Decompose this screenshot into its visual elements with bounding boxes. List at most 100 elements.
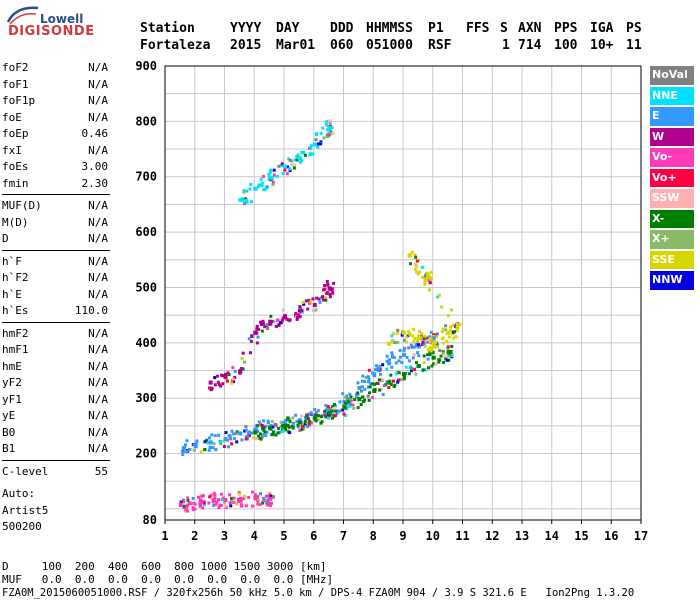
echo-point <box>263 325 267 329</box>
echo-point <box>208 440 213 445</box>
echo-point <box>191 496 195 500</box>
echo-point <box>216 380 220 384</box>
echo-point <box>253 493 257 497</box>
echo-point <box>232 432 236 436</box>
param-value: 2.30 <box>81 176 109 190</box>
echo-point <box>286 318 290 322</box>
echo-point <box>422 342 426 346</box>
echo-point <box>286 416 290 420</box>
echo-point <box>258 503 262 507</box>
echo-point <box>327 125 332 130</box>
echo-point <box>267 494 271 498</box>
echo-point <box>414 361 418 365</box>
echo-point <box>423 278 427 282</box>
param-value: N/A <box>88 376 108 389</box>
echo-point <box>223 437 228 442</box>
echo-point <box>182 500 186 504</box>
echo-point <box>451 323 455 327</box>
echo-point <box>357 386 362 391</box>
echo-point <box>427 366 431 370</box>
echo-point <box>331 413 335 417</box>
echo-point <box>319 421 323 425</box>
echo-point <box>229 496 233 500</box>
echo-point <box>331 290 335 294</box>
echo-point <box>200 494 204 498</box>
echo-point <box>217 383 221 387</box>
echo-point <box>265 430 269 434</box>
echo-point <box>262 433 266 437</box>
echo-point <box>316 142 320 146</box>
echo-point <box>416 336 421 341</box>
echo-point <box>258 432 262 436</box>
echo-point <box>427 288 431 292</box>
echo-point <box>325 135 329 139</box>
echo-point <box>346 400 350 404</box>
echo-point <box>320 420 324 424</box>
echo-point <box>366 385 370 389</box>
echo-point <box>281 430 285 434</box>
echo-point <box>210 433 214 437</box>
echo-point <box>317 297 321 301</box>
echo-point <box>426 357 430 361</box>
hdr-p1-label: P1 <box>428 21 444 36</box>
echo-point <box>318 300 322 304</box>
echo-point <box>215 374 219 378</box>
echo-point <box>297 313 301 317</box>
echo-point <box>411 356 415 360</box>
echo-point <box>277 164 281 168</box>
param-name: MUF(D) <box>2 199 42 212</box>
echo-point <box>336 409 340 413</box>
echo-point <box>414 255 418 259</box>
echo-point <box>429 276 433 280</box>
echo-point <box>412 367 416 371</box>
echo-point <box>199 499 204 504</box>
echo-point <box>268 319 273 324</box>
echo-point <box>186 499 190 503</box>
echo-point <box>283 314 287 319</box>
echo-point <box>349 395 353 399</box>
echo-point <box>302 302 306 306</box>
echo-point <box>307 422 311 426</box>
echo-point <box>193 444 198 449</box>
echo-point <box>271 425 275 429</box>
echo-point <box>217 506 221 510</box>
echo-point <box>434 362 438 366</box>
echo-point <box>183 443 187 447</box>
echo-point <box>416 339 420 343</box>
echo-point <box>327 131 331 135</box>
echo-point <box>208 436 212 440</box>
echo-point <box>245 200 249 204</box>
echo-point <box>243 429 247 433</box>
echo-point <box>228 501 232 505</box>
param-name: foEp <box>2 127 29 140</box>
echo-point <box>244 198 248 202</box>
echo-point <box>420 343 424 347</box>
hdr-ps-value: 11 <box>626 38 642 53</box>
echo-point <box>288 318 292 322</box>
echo-point <box>322 412 326 416</box>
echo-point <box>286 165 290 169</box>
param-name: B0 <box>2 425 16 439</box>
echo-point <box>259 320 263 324</box>
param-name: yF1 <box>2 392 22 406</box>
echo-point <box>325 120 329 124</box>
hdr-day-value: Mar01 <box>276 38 316 53</box>
echo-point <box>193 448 197 452</box>
echo-point <box>283 423 287 428</box>
echo-point <box>448 335 452 339</box>
echo-point <box>279 164 283 168</box>
echo-point <box>406 330 410 334</box>
x-tick-label: 7 <box>340 529 347 543</box>
echo-point <box>402 375 406 379</box>
echo-point <box>455 325 460 330</box>
echo-point <box>181 453 185 457</box>
echo-point <box>396 380 400 384</box>
echo-point <box>436 295 440 299</box>
echo-point <box>239 504 243 508</box>
hdr-p1-value: RSF <box>428 38 452 53</box>
echo-point <box>352 406 356 410</box>
echo-point <box>326 405 330 409</box>
echo-point <box>368 391 372 395</box>
autoscaling-info: Auto: Artist5 500200 <box>2 486 48 536</box>
echo-point <box>301 300 305 304</box>
